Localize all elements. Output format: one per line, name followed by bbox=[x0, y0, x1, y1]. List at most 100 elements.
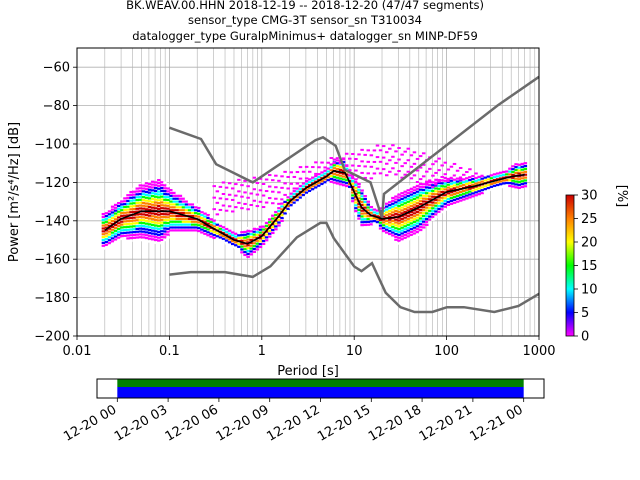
heat-cell bbox=[511, 176, 515, 179]
heat-cell bbox=[351, 182, 355, 185]
heat-cell-sparse bbox=[400, 176, 404, 179]
heat-cell bbox=[421, 200, 426, 203]
heat-cell bbox=[446, 183, 451, 186]
heat-cell bbox=[320, 182, 324, 186]
heat-cell bbox=[141, 184, 146, 187]
heat-cell bbox=[126, 214, 130, 217]
heat-cell bbox=[246, 255, 250, 258]
heat-cell bbox=[132, 228, 136, 231]
heat-cell bbox=[428, 206, 432, 210]
heat-cell bbox=[126, 217, 130, 220]
heat-cell bbox=[400, 229, 404, 232]
heat-cell bbox=[409, 205, 414, 208]
heat-cell bbox=[234, 232, 238, 235]
heat-cell bbox=[437, 196, 441, 199]
heat-cell bbox=[394, 198, 398, 201]
heat-cell bbox=[154, 212, 158, 216]
heat-cell bbox=[197, 212, 201, 215]
heat-cell-sparse bbox=[397, 147, 401, 149]
heat-cell bbox=[154, 221, 158, 224]
heat-cell-sparse bbox=[381, 145, 386, 148]
heat-cell bbox=[397, 199, 401, 202]
heat-cell bbox=[150, 206, 155, 209]
heat-cell bbox=[138, 227, 143, 230]
heat-cell bbox=[200, 208, 204, 211]
heat-cell bbox=[187, 223, 192, 226]
heat-cell bbox=[252, 236, 257, 239]
heat-cell bbox=[144, 188, 149, 191]
heat-cell bbox=[443, 196, 447, 200]
heat-cell bbox=[117, 201, 121, 205]
heat-cell bbox=[465, 194, 469, 197]
heat-cell bbox=[400, 232, 404, 235]
heat-cell bbox=[160, 235, 164, 239]
heat-cell bbox=[421, 194, 426, 197]
heat-cell bbox=[104, 243, 109, 247]
heat-cell bbox=[341, 172, 346, 175]
heat-cell bbox=[462, 189, 466, 192]
heat-cell bbox=[431, 178, 435, 181]
heat-cell bbox=[138, 204, 143, 207]
heat-cell bbox=[175, 203, 180, 206]
heat-cell bbox=[437, 193, 441, 196]
heat-cell-sparse bbox=[264, 178, 269, 181]
heat-cell bbox=[434, 198, 438, 202]
heat-cell bbox=[150, 215, 155, 218]
heat-cell bbox=[123, 237, 127, 240]
heat-cell bbox=[502, 182, 506, 185]
heat-cell bbox=[141, 190, 146, 193]
heat-cell bbox=[335, 179, 340, 182]
heat-cell bbox=[360, 186, 364, 189]
heat-cell bbox=[169, 226, 173, 229]
heat-cell bbox=[252, 227, 257, 230]
heat-cell bbox=[184, 200, 189, 203]
heat-cell bbox=[147, 240, 152, 243]
heat-cell-sparse bbox=[271, 202, 275, 205]
heat-cell bbox=[249, 244, 253, 247]
heat-cell bbox=[409, 184, 414, 188]
heat-cell bbox=[160, 241, 164, 244]
heat-cell bbox=[458, 193, 463, 196]
heat-cell bbox=[289, 204, 293, 207]
heat-cell bbox=[172, 232, 176, 235]
heat-cell bbox=[104, 223, 109, 226]
heat-cell bbox=[523, 173, 528, 176]
heat-cell bbox=[381, 212, 386, 215]
heat-cell bbox=[154, 181, 158, 184]
heat-cell bbox=[468, 179, 472, 182]
heat-cell bbox=[437, 207, 441, 211]
heat-cell-sparse bbox=[409, 177, 414, 180]
heat-cell bbox=[113, 223, 118, 227]
heat-cell bbox=[421, 211, 426, 215]
heat-cell bbox=[428, 221, 432, 224]
heat-cell bbox=[489, 177, 494, 180]
heat-cell bbox=[147, 231, 152, 235]
heat-cell bbox=[261, 242, 266, 246]
heat-cell bbox=[341, 175, 346, 178]
heat-cell bbox=[123, 234, 127, 237]
heat-cell bbox=[298, 193, 303, 196]
heat-cell-sparse bbox=[415, 180, 420, 183]
heat-cell bbox=[523, 167, 528, 171]
heat-cell bbox=[357, 217, 361, 220]
heat-cell bbox=[360, 226, 364, 230]
heat-cell bbox=[458, 190, 463, 194]
heat-cell bbox=[449, 199, 454, 203]
heat-cell bbox=[274, 222, 278, 225]
heat-cell bbox=[166, 193, 170, 196]
heat-cell bbox=[160, 192, 164, 195]
heat-cell bbox=[249, 227, 253, 230]
heat-cell bbox=[243, 253, 247, 257]
heat-cell bbox=[360, 198, 364, 201]
heat-cell-sparse bbox=[363, 165, 367, 168]
heat-cell bbox=[406, 238, 411, 241]
heat-cell bbox=[160, 224, 164, 227]
heat-cell-sparse bbox=[388, 147, 392, 150]
heat-cell bbox=[197, 229, 201, 233]
heat-cell bbox=[120, 206, 124, 209]
heat-cell bbox=[351, 179, 355, 183]
heat-cell bbox=[221, 231, 226, 235]
heat-cell bbox=[455, 191, 460, 195]
heat-cell-sparse bbox=[215, 190, 220, 193]
heat-cell bbox=[415, 216, 420, 219]
